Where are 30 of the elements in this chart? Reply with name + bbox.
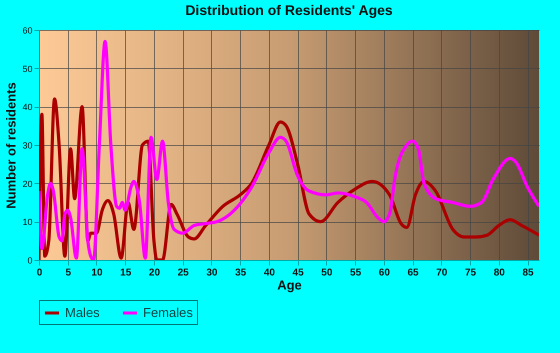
x-axis-title: Age — [277, 278, 302, 292]
y-tick-label: 30 — [22, 140, 32, 150]
x-tick-label: 80 — [494, 268, 506, 278]
x-tick-label: 15 — [120, 268, 132, 278]
x-tick-label: 20 — [148, 268, 160, 278]
x-tick-label: 10 — [91, 268, 103, 278]
x-tick-label: 65 — [408, 268, 420, 278]
x-tick-label: 50 — [321, 268, 333, 278]
x-tick-label: 25 — [178, 268, 190, 278]
x-tick-label: 75 — [464, 268, 477, 278]
x-tick-label: 5 — [65, 268, 72, 278]
x-tick-label: 45 — [292, 268, 304, 278]
legend-label: Females — [143, 305, 194, 320]
legend-label: Males — [65, 305, 100, 320]
y-axis-title: Number of residents — [3, 82, 18, 209]
x-tick-label: 55 — [350, 268, 362, 278]
x-tick-label: 40 — [264, 268, 276, 278]
chart-title: Distribution of Residents' Ages — [185, 2, 393, 18]
x-tick-label: 35 — [235, 268, 247, 278]
x-tick-label: 60 — [378, 268, 390, 278]
y-tick-label: 50 — [22, 64, 32, 74]
x-tick-label: 70 — [436, 268, 448, 278]
x-tick-label: 85 — [522, 268, 534, 278]
y-tick-label: 10 — [22, 217, 32, 228]
y-tick-label: 20 — [22, 178, 32, 189]
x-tick-label: 0 — [36, 268, 43, 278]
y-tick-label: 40 — [22, 102, 32, 112]
y-tick-label: 0 — [27, 256, 32, 266]
y-tick-label: 60 — [22, 26, 32, 36]
x-tick-label: 30 — [206, 268, 218, 278]
